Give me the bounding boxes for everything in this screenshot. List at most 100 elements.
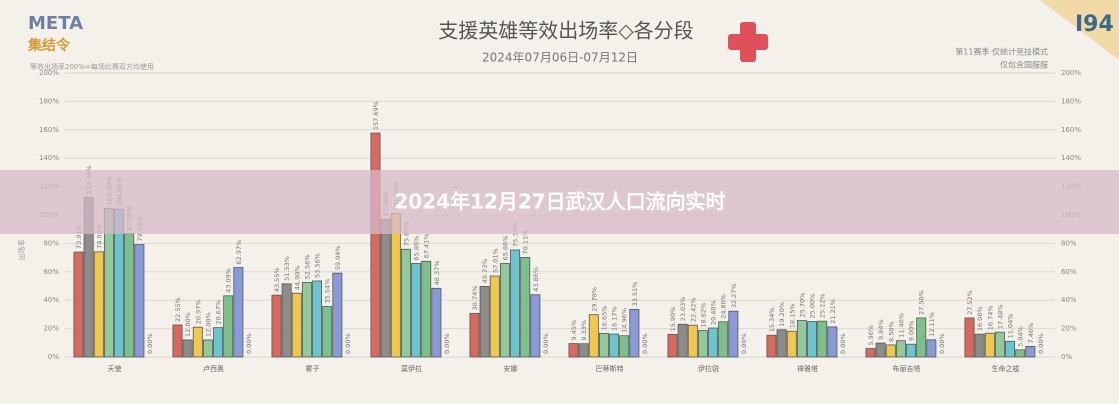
x-tick-label: 雾子 [306, 365, 320, 373]
bar [817, 320, 828, 358]
value-label: 59.04% [334, 245, 342, 270]
bar [1005, 340, 1016, 358]
bar [588, 314, 599, 358]
bar [291, 292, 302, 358]
bar [233, 267, 244, 358]
bar [776, 329, 787, 358]
bar [728, 310, 739, 358]
value-label: 9.84% [877, 319, 885, 340]
value-label: 0.00% [146, 333, 154, 354]
bar [271, 294, 282, 358]
x-tick-label: 布丽吉塔 [893, 364, 921, 373]
y-axis-label: 出场率 [17, 240, 26, 261]
value-label: 157.69% [372, 101, 380, 130]
value-label: 29.78% [590, 287, 598, 312]
y-tick-label: 200% [39, 69, 59, 77]
value-label: 44.90% [293, 265, 301, 290]
corner-decoration [1040, 0, 1119, 60]
bar [431, 287, 442, 358]
logo-top: META [28, 13, 83, 34]
bar [578, 343, 589, 358]
value-label: 35.54% [324, 279, 332, 304]
bar [93, 251, 104, 358]
value-label: 70.11% [522, 230, 530, 255]
bar [281, 283, 292, 358]
bar [530, 294, 541, 358]
x-tick-label: 莫伊拉 [401, 364, 422, 373]
value-label: 0.00% [740, 333, 748, 354]
y-tick-label: 180% [39, 97, 59, 105]
value-label: 18.62% [699, 303, 707, 328]
value-label: 0.00% [1037, 333, 1045, 354]
bar [697, 330, 708, 358]
value-label: 8.50% [887, 321, 895, 342]
value-label: 5.04% [1017, 326, 1025, 347]
bar [1015, 349, 1026, 358]
bar [172, 324, 183, 358]
bar [421, 260, 432, 358]
value-label: 74.04% [95, 224, 103, 249]
bar [984, 332, 995, 358]
value-label: 43.09% [225, 268, 233, 293]
bar [667, 334, 678, 358]
bar [312, 280, 323, 358]
bar [718, 321, 729, 358]
value-label: 33.51% [631, 282, 639, 307]
value-label: 0.00% [938, 333, 946, 354]
bar [370, 132, 381, 358]
value-label: 19.20% [778, 302, 786, 327]
x-tick-label: 天使 [108, 364, 122, 373]
y-tick-label: 60% [43, 268, 59, 276]
value-label: 24.80% [720, 294, 728, 319]
y-tick-label: 80% [43, 239, 59, 247]
value-label: 7.46% [1027, 323, 1035, 344]
x-tick-label: 伊拉锐 [698, 364, 719, 373]
bar [192, 326, 203, 358]
value-label: 67.41% [423, 233, 431, 258]
value-label: 51.53% [283, 256, 291, 281]
value-label: 5.96% [867, 325, 875, 346]
y-tick-label: 0% [1061, 353, 1072, 361]
bar [974, 333, 985, 358]
bar [916, 317, 927, 358]
value-label: 20.97% [194, 299, 202, 324]
x-tick-label: 禅雅塔 [797, 364, 818, 373]
value-label: 14.96% [621, 308, 629, 333]
y-tick-label: 200% [1061, 69, 1081, 77]
value-label: 9.00% [908, 321, 916, 342]
value-label: 75.35% [512, 222, 520, 247]
value-label: 65.86% [501, 236, 509, 261]
value-label: 0.00% [542, 333, 550, 354]
value-label: 25.70% [798, 293, 806, 318]
bar [489, 275, 500, 358]
value-label: 73.91% [75, 224, 83, 249]
value-label: 43.55% [273, 267, 281, 292]
bar [568, 343, 579, 358]
value-label: 32.27% [730, 283, 738, 308]
bar [994, 331, 1005, 358]
bar [796, 320, 807, 358]
note-right: 第11赛季·仅统计竞技模式 [955, 47, 1048, 57]
value-label: 11.04% [1007, 314, 1015, 339]
bar [510, 249, 521, 358]
value-label: 0.00% [641, 333, 649, 354]
bar [865, 348, 876, 358]
y-tick-label: 160% [1061, 126, 1081, 134]
value-label: 22.55% [174, 297, 182, 322]
badge: I94 [1075, 12, 1114, 37]
value-label: 9.33% [580, 320, 588, 341]
bar [213, 327, 224, 358]
bar [390, 213, 401, 358]
bar [380, 218, 391, 358]
y-tick-label: 180% [1061, 97, 1081, 105]
bar [766, 334, 777, 358]
value-label: 27.50% [918, 290, 926, 315]
bar [875, 342, 886, 358]
logo-bottom: 集结令 [27, 37, 71, 54]
value-label: 15.90% [669, 307, 677, 332]
value-label: 27.52% [966, 290, 974, 315]
value-label: 0.00% [443, 333, 451, 354]
y-tick-label: 80% [1061, 239, 1077, 247]
value-label: 0.00% [839, 333, 847, 354]
chart-title: 支援英雄等效出场率◇各分段 [438, 19, 693, 43]
